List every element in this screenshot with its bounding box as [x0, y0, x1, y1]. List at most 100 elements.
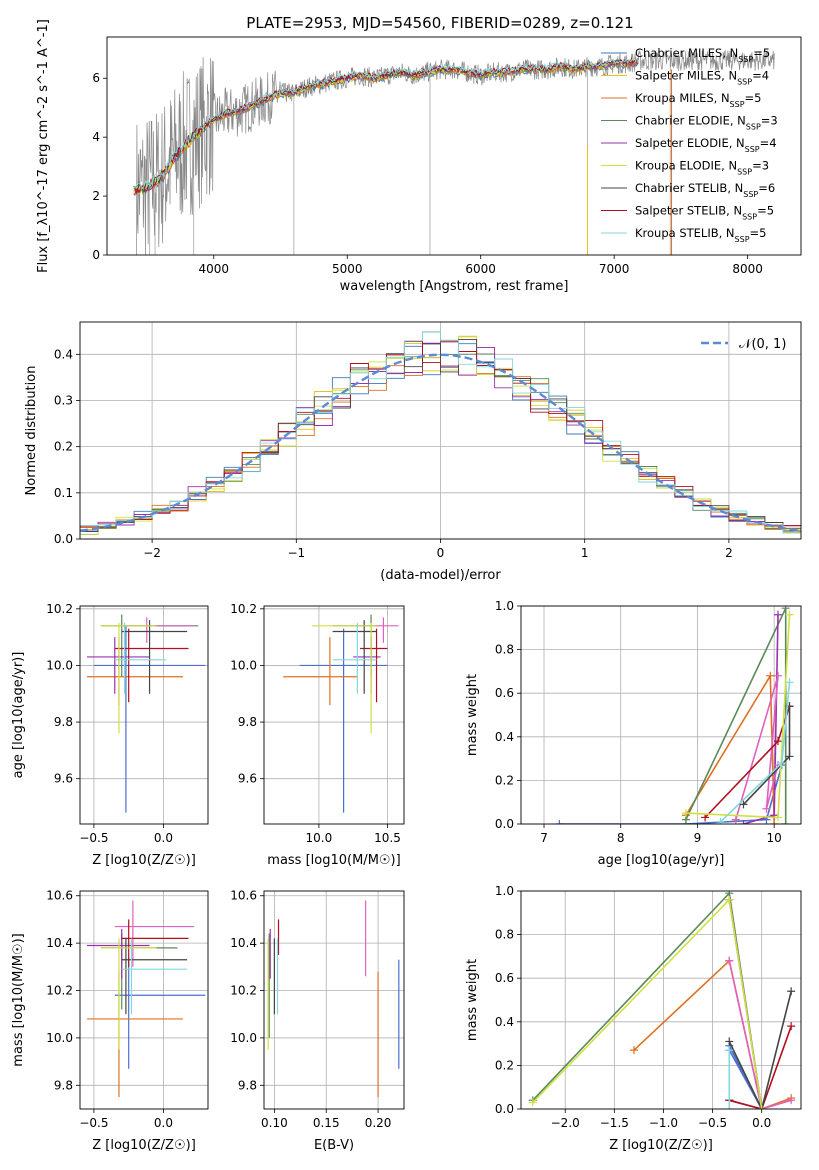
y-tick-label: 0.4	[495, 1015, 514, 1029]
legend-subscript: SSP	[737, 77, 752, 86]
weight-series-line	[532, 891, 763, 1109]
model-series-line	[133, 58, 639, 195]
legend-subscript: SSP	[737, 167, 752, 176]
y-tick-label: 0.0	[495, 817, 514, 831]
x-tick-label: −0.5	[698, 1116, 727, 1130]
weight-point-marker	[725, 1105, 734, 1109]
weight-point-marker	[781, 606, 790, 613]
spectrum-panel: 4000 5000 6000 7000 8000 0 2 4 6 Chabrier MILES, …	[36, 19, 802, 294]
y-axis-label: mass [log10(M/M☉)]	[11, 933, 26, 1066]
y-tick-label: 10.4	[46, 936, 73, 950]
x-tick-label: 4000	[198, 262, 229, 276]
y-tick-label: 0.1	[54, 486, 73, 500]
axes-frame	[106, 36, 802, 256]
x-tick-label: 0.0	[154, 831, 173, 845]
weight-series-line	[729, 1025, 792, 1109]
y-tick-label: 9.8	[54, 1078, 73, 1092]
y-tick-label: 9.8	[238, 715, 257, 729]
weight-point-marker	[770, 820, 779, 824]
y-axis-label: mass weight	[465, 674, 480, 756]
y-tick-label: 9.8	[238, 1078, 257, 1092]
legend-subscript: SSP	[742, 212, 757, 221]
weight-point-marker	[787, 987, 796, 996]
x-tick-label: −2.0	[551, 1116, 580, 1130]
y-tick-label: 10.4	[230, 936, 257, 950]
x-tick-label: 10.5	[374, 831, 401, 845]
x-tick-label: 8	[617, 831, 625, 845]
y-tick-label: 0.6	[495, 971, 514, 985]
y-tick-label: 0.3	[54, 393, 73, 407]
residual-histogram	[80, 331, 801, 534]
age-vs-mass-panel: 10.0 10.5 9.6 9.8 10.0 10.2 mass [log10(M/M☉)]	[230, 602, 405, 868]
x-tick-label: −1.0	[649, 1116, 678, 1130]
legend-entry: Chabrier MILES, NSSP=5	[635, 46, 770, 64]
weight-vs-age-panel: 7 8 9 10 0.0 0.2 0.4 0.6 0.8 1.0 age [log10(age/yr…	[465, 599, 802, 868]
y-tick-label: 10.0	[230, 658, 257, 672]
weight-point-marker	[725, 1037, 734, 1046]
y-tick-label: 10.2	[230, 984, 257, 998]
x-tick-label: 0.20	[365, 1116, 392, 1130]
axes-frame	[79, 605, 209, 825]
weight-point-marker	[725, 1046, 734, 1055]
weight-point-marker	[785, 678, 794, 687]
mass-vs-EBV-panel: 0.10 0.15 0.20 9.8 10.0 10.2 10.4 10.6 E(B-V)	[230, 889, 405, 1153]
mass-vs-Z-panel: −0.5 0.0 9.8 10.0 10.2 10.4 10.6 Z [log10(Z/Z☉)…	[11, 889, 209, 1153]
y-tick-label: 0.2	[495, 1058, 514, 1072]
y-tick-label: 1.0	[495, 599, 514, 613]
legend-subscript: SSP	[738, 55, 753, 64]
weight-point-marker	[739, 800, 748, 809]
x-tick-label: −0.5	[79, 1116, 108, 1130]
weight-series-line	[735, 675, 779, 820]
axes-frame	[263, 890, 405, 1110]
legend-suffix: =5	[753, 46, 770, 60]
x-tick-label: 1	[581, 546, 589, 560]
y-tick-label: 0	[92, 248, 100, 262]
weight-point-marker	[781, 820, 790, 824]
legend-entry: Salpeter ELODIE, NSSP=4	[635, 136, 777, 154]
y-axis-label: Flux [f_λ10^-17 erg cm^-2 s^-1 A^-1]	[36, 19, 51, 273]
y-tick-label: 2	[92, 189, 100, 203]
x-tick-label: 0.10	[261, 1116, 288, 1130]
weight-point-marker	[773, 671, 782, 680]
legend-entry: Kroupa MILES, NSSP=5	[635, 91, 761, 109]
x-tick-label: −1	[287, 546, 305, 560]
axes-frame	[263, 605, 405, 825]
legend-subscript: SSP	[745, 145, 760, 154]
x-tick-label: 0	[437, 546, 445, 560]
x-tick-label: 10.0	[306, 831, 333, 845]
y-tick-label: 9.6	[54, 772, 73, 786]
y-tick-label: 6	[92, 71, 100, 85]
x-tick-label: 9	[694, 831, 702, 845]
legend-suffix: =3	[752, 159, 769, 173]
weight-point-marker	[773, 813, 782, 822]
x-axis-label: mass [log10(M/M☉)]	[267, 853, 400, 868]
weight-point-marker	[725, 895, 734, 904]
x-axis-label: Z [log10(Z/Z☉)]	[92, 853, 196, 868]
legend-suffix: =5	[750, 226, 767, 240]
x-axis-label: wavelength [Angstrom, rest frame]	[340, 279, 569, 294]
age-vs-Z-panel: −0.5 0.0 9.6 9.8 10.0 10.2 Z [log10(Z/Z☉)] age …	[11, 602, 209, 868]
axes-frame	[520, 605, 802, 825]
x-tick-label: 0.15	[313, 1116, 340, 1130]
legend-subscript: SSP	[735, 235, 750, 244]
legend-suffix: =4	[752, 69, 769, 83]
legend-suffix: =5	[757, 204, 774, 218]
y-tick-label: 0.2	[495, 773, 514, 787]
x-tick-label: 5000	[332, 262, 363, 276]
weight-point-marker	[777, 758, 786, 767]
y-axis-label: mass weight	[465, 959, 480, 1041]
y-tick-label: 0.0	[495, 1102, 514, 1116]
y-tick-label: 0.6	[495, 686, 514, 700]
weight-point-marker	[785, 752, 794, 761]
y-tick-label: 10.6	[230, 889, 257, 903]
weight-series-line	[532, 897, 763, 1109]
weight-point-marker	[787, 1022, 796, 1031]
y-tick-label: 0.8	[495, 928, 514, 942]
y-tick-label: 9.8	[54, 715, 73, 729]
plot-layer: 4000 5000 6000 7000 8000 0 2 4 6 Chabrier MILES, …	[11, 19, 802, 1153]
x-tick-label: 10	[767, 831, 782, 845]
legend-suffix: =4	[760, 136, 777, 150]
y-tick-label: 4	[92, 130, 100, 144]
model-series-line	[133, 56, 639, 190]
x-axis-label: age [log10(age/yr)]	[598, 853, 725, 868]
